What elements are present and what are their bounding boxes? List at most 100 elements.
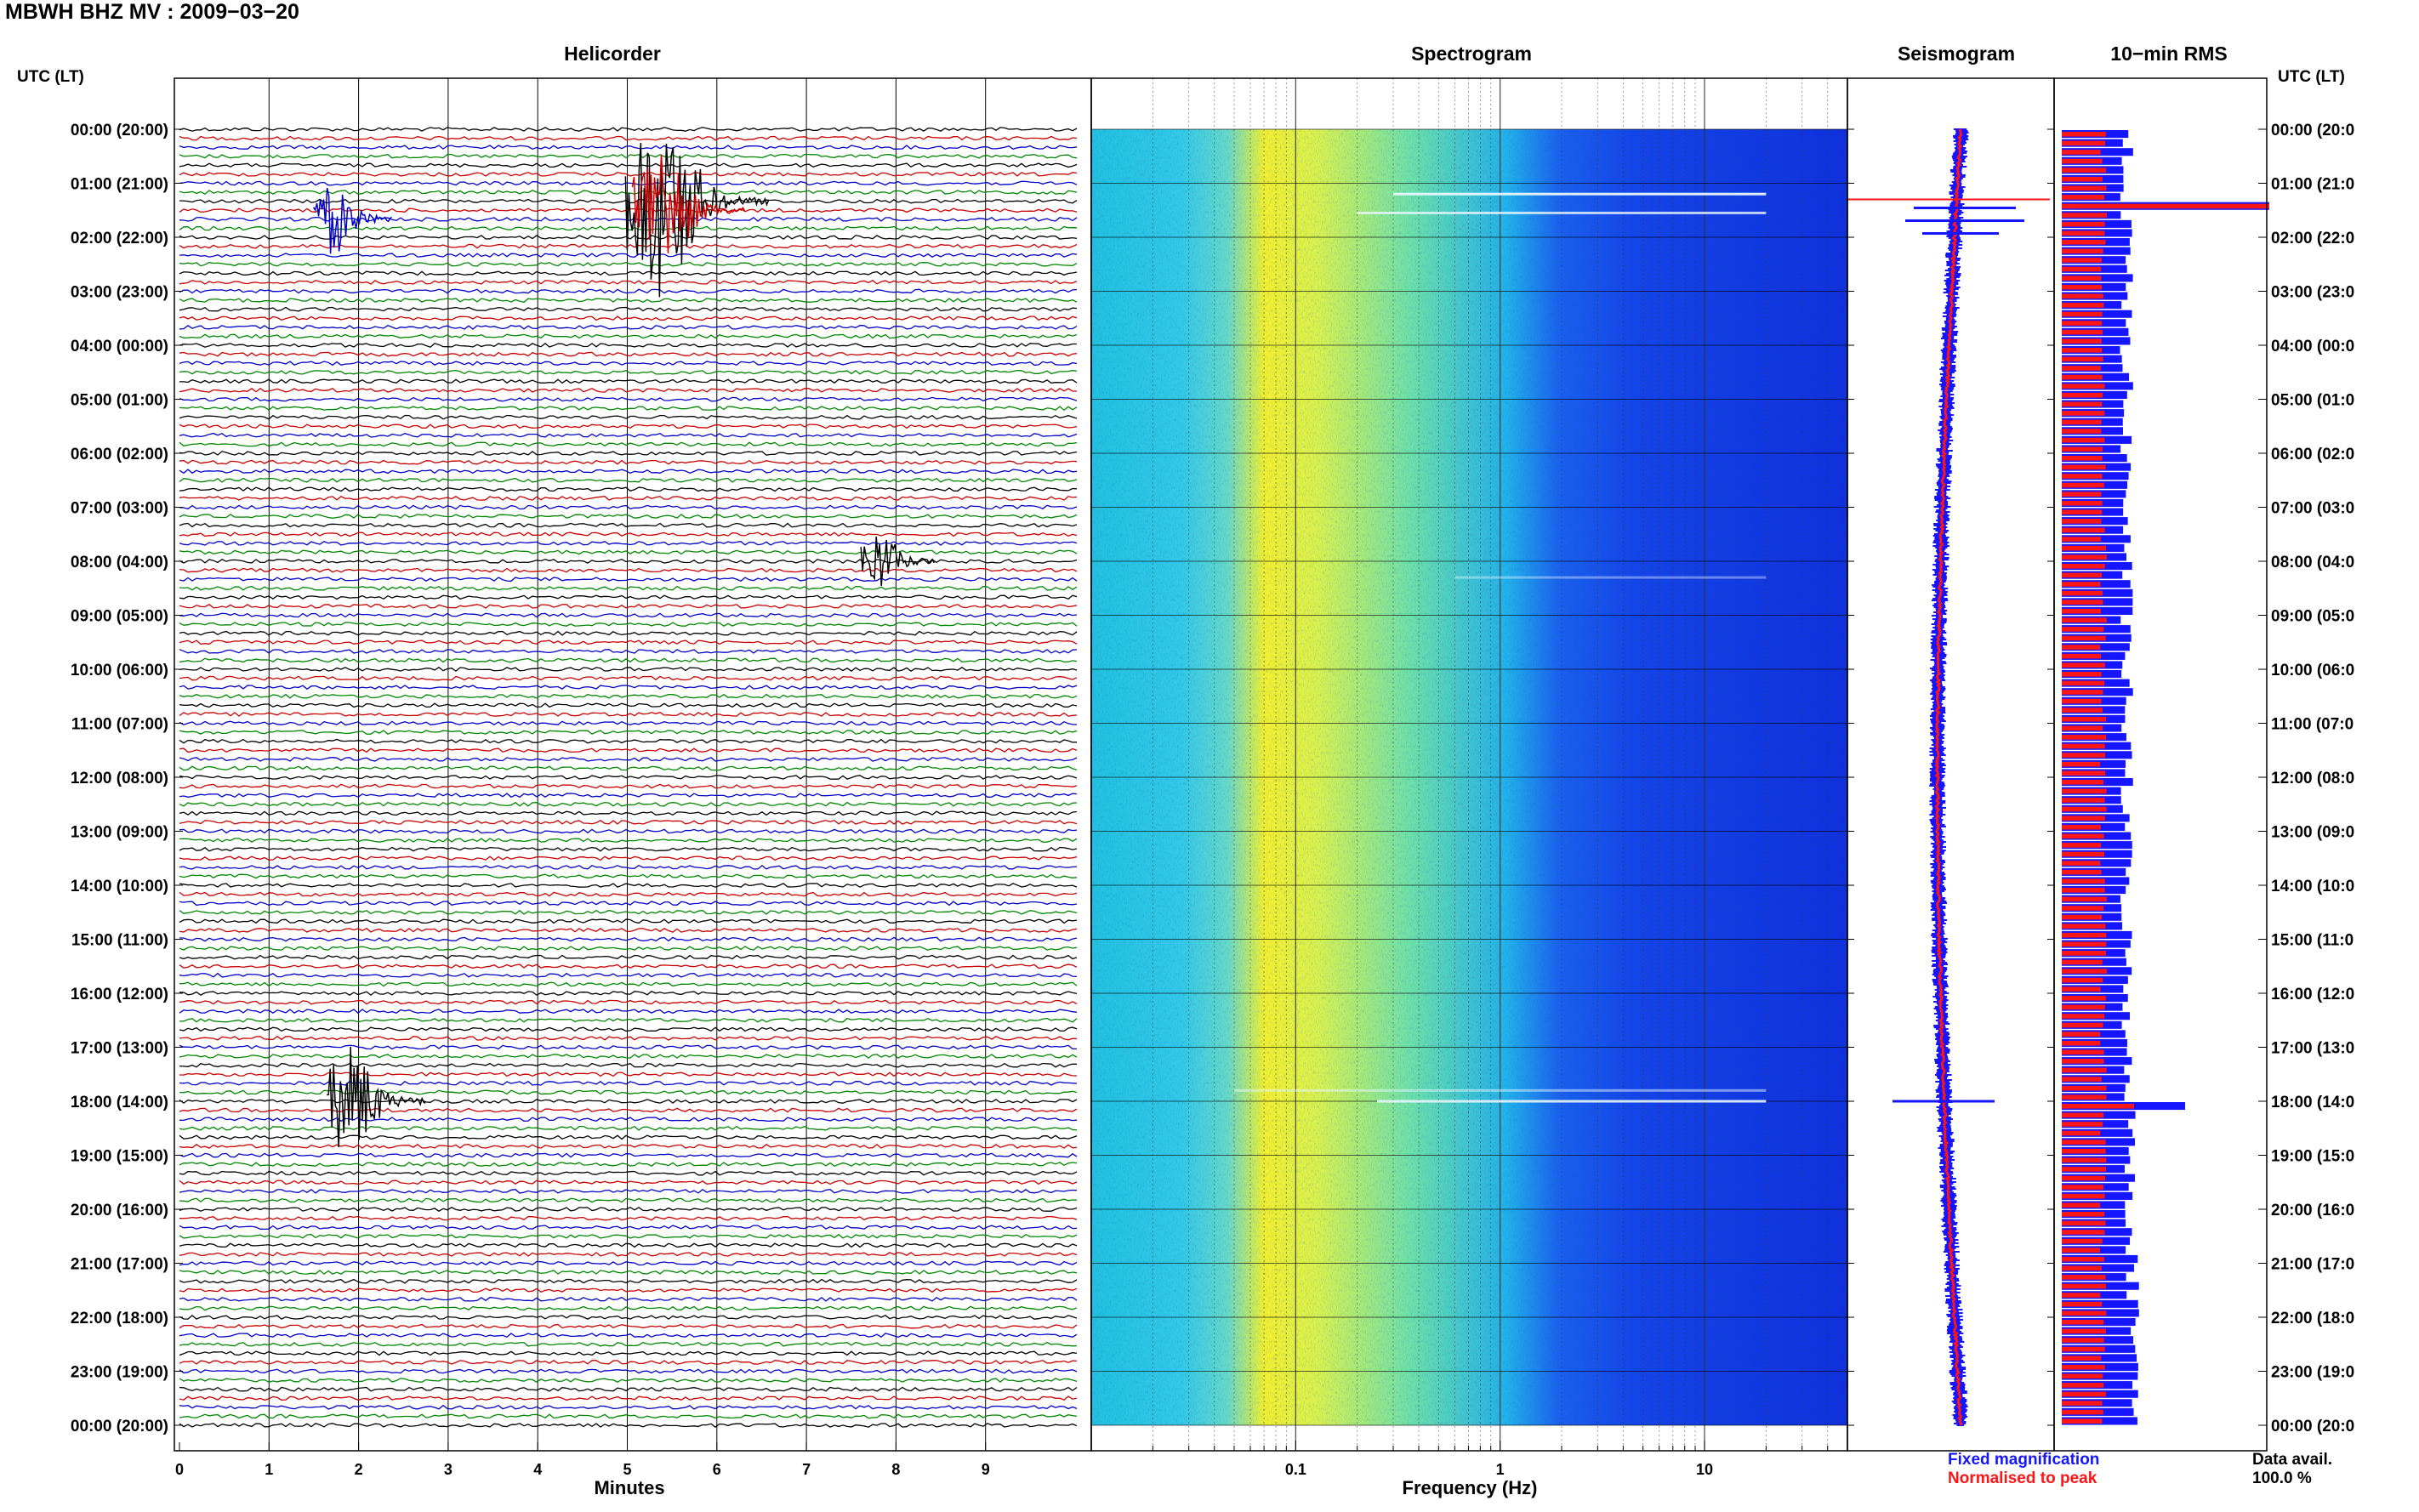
rms-bar-normalised [2062, 564, 2105, 569]
panel-frame [2053, 77, 2268, 1452]
panel-frame [174, 77, 1092, 1452]
helicorder-trace [179, 540, 1078, 546]
rms-bar-normalised [2062, 753, 2106, 758]
rms-bar-normalised [2062, 248, 2103, 254]
helicorder-trace [179, 730, 1078, 735]
rms-bar-normalised [2062, 780, 2104, 785]
helicorder-xlabel: Minutes [594, 1477, 664, 1498]
helicorder-trace [179, 1333, 1078, 1339]
rms-bar-normalised [2062, 1148, 2106, 1154]
helicorder-trace [179, 639, 1078, 645]
helicorder-trace [179, 486, 1078, 492]
helicorder-trace [179, 1062, 1077, 1068]
rms-bar-normalised [2062, 690, 2103, 695]
row-label-left: 21:00 (17:00) [71, 1256, 168, 1274]
rms-bar-normalised [2062, 824, 2101, 830]
row-label-left: 20:00 (16:00) [71, 1202, 168, 1219]
rms-bar-normalised [2062, 1409, 2103, 1415]
rms-bar-normalised [2062, 896, 2107, 902]
rms-bar-normalised [2062, 1157, 2107, 1163]
helicorder-trace [179, 1080, 1078, 1086]
helicorder-event [624, 142, 770, 298]
helicorder-trace [179, 496, 1078, 501]
helicorder-traces [179, 127, 1078, 1429]
rms-bar-normalised [2062, 672, 2102, 677]
helicorder-trace [179, 469, 1078, 475]
rms-bar-normalised [2062, 509, 2103, 515]
rms-bar-normalised [2062, 419, 2102, 425]
helicorder-trace [179, 702, 1078, 708]
helicorder-trace [179, 765, 1078, 771]
rms-bar-normalised [2062, 1085, 2107, 1091]
row-label-right: 16:00 (12:0 [2271, 986, 2354, 1003]
helicorder-trace [179, 190, 1078, 196]
helicorder-trace [179, 585, 1078, 591]
helicorder-event [860, 536, 935, 586]
spectrogram-event-streak [1357, 211, 1767, 214]
rms-bar-normalised [2062, 1077, 2102, 1082]
rms-bar-normalised [2062, 698, 2102, 704]
row-label-right: 11:00 (07:0 [2271, 716, 2354, 734]
rms-bar-normalised [2062, 1175, 2106, 1181]
rms-bar-normalised [2062, 770, 2106, 776]
helicorder-trace [179, 747, 1078, 753]
helicorder-trace [179, 1305, 1078, 1311]
rms-bar-normalised [2062, 1265, 2102, 1271]
helicorder-trace [179, 1413, 1078, 1419]
helicorder-event [631, 154, 746, 253]
rms-bar-normalised [2062, 608, 2102, 614]
row-label-right: 04:00 (00:0 [2271, 338, 2354, 355]
helicorder-xtick-label: 0 [175, 1461, 184, 1478]
rms-bar-normalised [2062, 527, 2105, 533]
helicorder-trace [179, 1341, 1078, 1347]
helicorder-trace [179, 279, 1078, 285]
row-label-right: 18:00 (14:0 [2271, 1094, 2354, 1111]
rms-bars [2062, 130, 2269, 1425]
helicorder-trace [179, 873, 1078, 879]
rms-bar-normalised [2062, 906, 2104, 911]
helicorder-trace [179, 1143, 1078, 1149]
helicorder-trace [179, 504, 1078, 510]
row-label-right: 12:00 (08:0 [2271, 770, 2354, 787]
row-label-right: 23:00 (19:0 [2271, 1364, 2354, 1382]
rms-bar-normalised [2062, 1401, 2103, 1406]
helicorder-trace [179, 594, 1078, 600]
seismogram-panel [1847, 128, 2054, 1426]
rms-bar-normalised [2062, 1122, 2103, 1127]
rms-bar-normalised [2062, 293, 2103, 299]
row-label-left: 06:00 (02:00) [71, 446, 168, 463]
helicorder-xtick-label: 8 [891, 1461, 900, 1478]
helicorder-trace [179, 127, 1078, 132]
rms-bar-normalised [2062, 456, 2103, 461]
rms-bar-normalised [2062, 1293, 2101, 1298]
helicorder-trace [179, 351, 1078, 357]
helicorder-trace [179, 622, 1078, 627]
row-label-left: 23:00 (19:00) [71, 1364, 168, 1382]
rms-bar-normalised [2062, 888, 2105, 893]
helicorder-trace [179, 522, 1078, 528]
rms-bar-normalised [2062, 590, 2103, 596]
helicorder-trace [179, 1315, 1078, 1320]
row-label-right: 10:00 (06:0 [2271, 662, 2354, 679]
helicorder-trace [179, 1035, 1078, 1041]
helicorder-xtick-label: 1 [265, 1461, 273, 1478]
helicorder-trace [179, 414, 1078, 420]
helicorder-trace [179, 477, 1078, 483]
rms-bar-normalised [2062, 645, 2101, 650]
rms-bar-normalised [2062, 150, 2101, 155]
row-label-right: 14:00 (10:0 [2271, 878, 2354, 895]
rms-bar-normalised [2062, 474, 2103, 479]
rms-bar-normalised [2062, 1067, 2107, 1073]
rms-bar-normalised [2062, 977, 2103, 983]
row-label-right: 09:00 (05:0 [2271, 608, 2354, 626]
rms-bar-normalised [2062, 617, 2107, 623]
rms-bar-normalised [2062, 401, 2103, 407]
helicorder-trace [179, 1368, 1078, 1374]
seismogram-title: Seismogram [1897, 43, 2016, 65]
helicorder-trace [179, 810, 1078, 816]
helicorder-trace [179, 361, 1078, 367]
helicorder-trace [179, 685, 1078, 691]
helicorder-trace [179, 180, 1078, 186]
rms-bar-normalised [2062, 1248, 2101, 1253]
utc-header-right: UTC (LT) [2278, 68, 2345, 86]
